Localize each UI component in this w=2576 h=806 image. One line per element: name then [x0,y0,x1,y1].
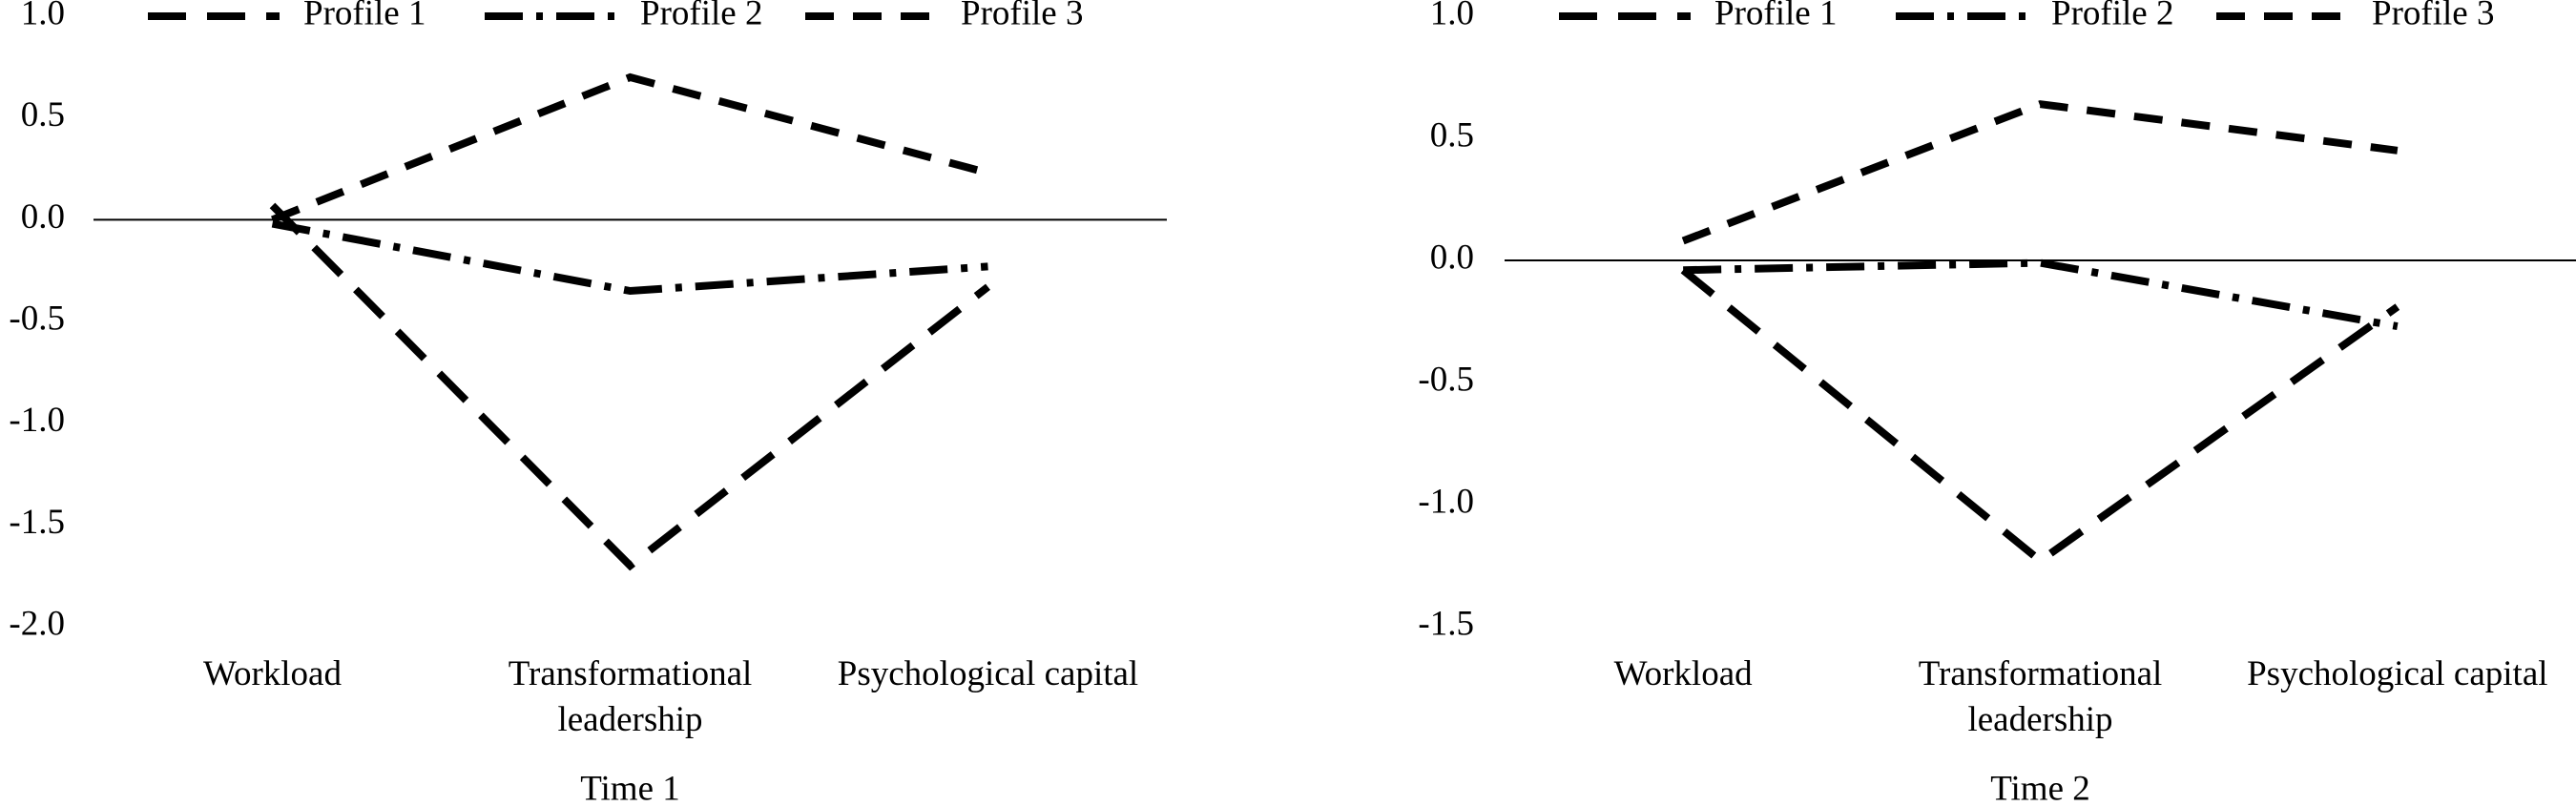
y-tick-label: 1.0 [21,0,65,32]
x-axis-title: Time 1 [580,769,680,806]
legend-label: Profile 2 [2051,0,2173,32]
legend-label: Profile 2 [640,0,762,32]
legend-label: Profile 3 [961,0,1083,32]
series-line [1683,258,2399,331]
x-tick-label: Transformational leadership [1918,654,2163,739]
y-tick-label: 0.0 [21,197,65,237]
legend-label: Profile 1 [303,0,426,32]
x-tick-label: Transformational leadership [508,654,753,739]
y-tick-label: -2.0 [9,604,65,643]
y-tick-label: -1.0 [1418,482,1474,521]
y-tick-label: -1.5 [1418,604,1474,643]
series-line [271,72,989,224]
y-tick-label: 0.5 [21,95,65,134]
y-tick-label: -1.5 [9,503,65,542]
x-tick-label: Psychological capital [837,654,1139,693]
series-line [269,202,990,571]
x-axis-title: Time 2 [1990,769,2090,806]
y-tick-label: 1.0 [1430,0,1474,32]
series-line [1681,100,2399,245]
series-line [271,219,988,296]
y-tick-label: 0.5 [1430,115,1474,155]
legend-label: Profile 1 [1714,0,1837,32]
y-tick-label: -0.5 [9,299,65,338]
x-tick-label: Psychological capital [2247,654,2548,693]
y-tick-label: 0.0 [1430,238,1474,277]
series-line [1680,267,2400,566]
y-tick-label: -1.0 [9,401,65,440]
y-tick-label: -0.5 [1418,360,1474,399]
x-tick-label: Workload [203,654,342,693]
legend-label: Profile 3 [2372,0,2494,32]
x-tick-label: Workload [1613,654,1753,693]
